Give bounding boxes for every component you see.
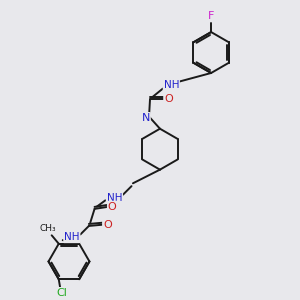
Text: Cl: Cl	[56, 288, 67, 298]
Text: O: O	[164, 94, 173, 104]
Text: NH: NH	[64, 232, 80, 242]
Text: NH: NH	[107, 193, 122, 202]
Text: O: O	[103, 220, 112, 230]
Text: N: N	[142, 113, 150, 123]
Text: O: O	[108, 202, 117, 212]
Text: CH₃: CH₃	[40, 224, 56, 233]
Text: NH: NH	[164, 80, 179, 90]
Text: F: F	[208, 11, 214, 21]
